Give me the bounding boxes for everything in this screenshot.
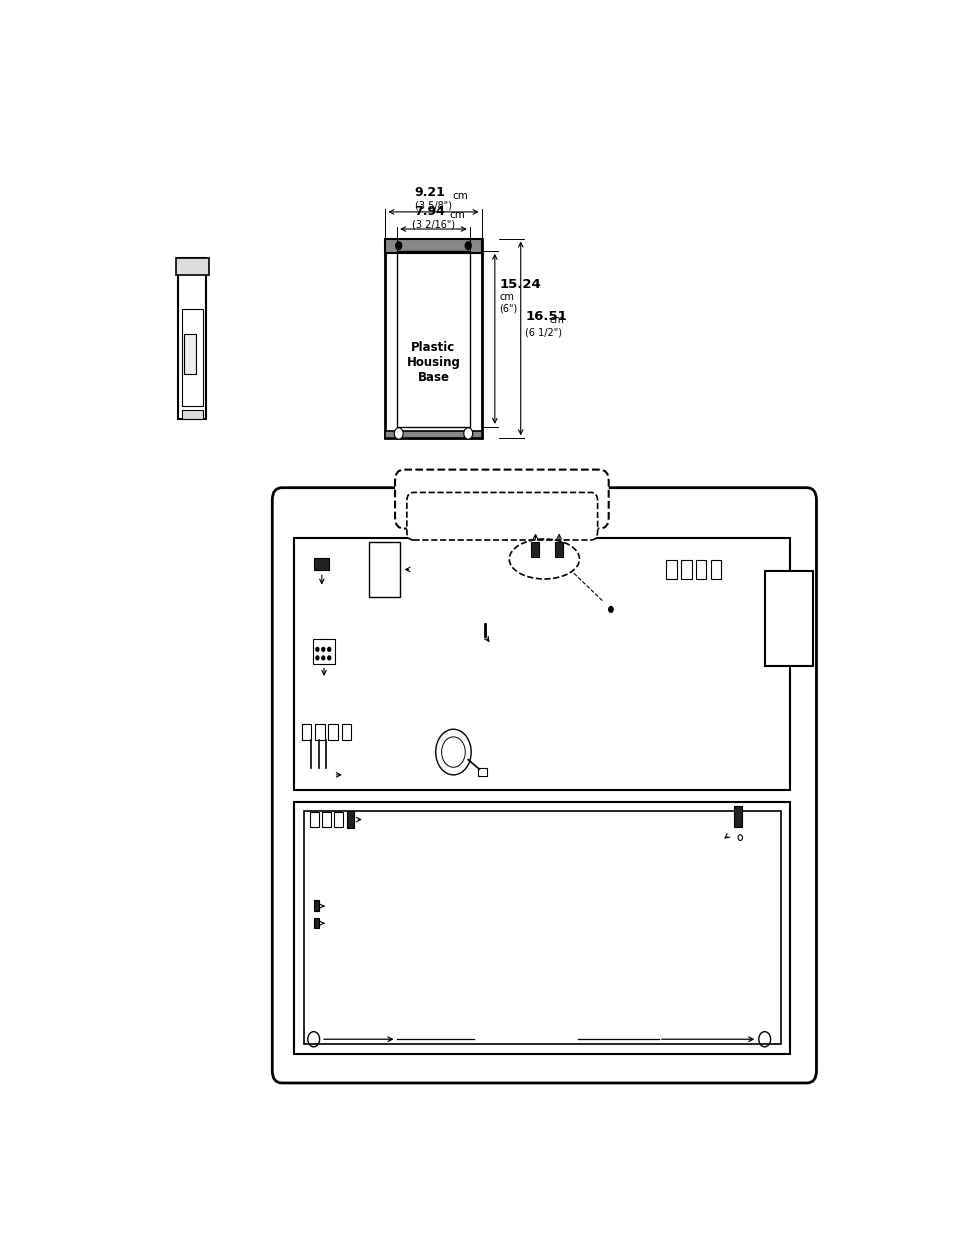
Bar bbox=[477, 768, 486, 776]
Bar bbox=[328, 725, 337, 740]
Bar bbox=[764, 572, 812, 667]
Text: 7.94: 7.94 bbox=[414, 205, 445, 217]
Bar bbox=[341, 725, 351, 740]
FancyBboxPatch shape bbox=[406, 493, 597, 540]
Text: cm: cm bbox=[452, 190, 467, 200]
Bar bbox=[321, 811, 331, 827]
Text: Plastic
Housing
Base: Plastic Housing Base bbox=[406, 341, 460, 384]
Bar bbox=[396, 251, 469, 427]
Circle shape bbox=[394, 427, 403, 440]
Text: cm: cm bbox=[449, 210, 465, 220]
Circle shape bbox=[328, 647, 331, 651]
Bar bbox=[385, 238, 481, 438]
Circle shape bbox=[315, 647, 318, 651]
Text: (3 2/16"): (3 2/16") bbox=[412, 219, 455, 228]
Text: (6"): (6") bbox=[498, 304, 517, 314]
Bar bbox=[334, 811, 342, 827]
Bar bbox=[665, 559, 676, 579]
Circle shape bbox=[395, 242, 401, 249]
Bar bbox=[182, 410, 203, 419]
Bar bbox=[554, 542, 562, 557]
Bar bbox=[385, 238, 481, 253]
Bar bbox=[178, 258, 206, 419]
Circle shape bbox=[463, 427, 472, 440]
Text: cm: cm bbox=[549, 315, 564, 325]
Text: (6 1/2"): (6 1/2") bbox=[524, 329, 561, 338]
Circle shape bbox=[315, 656, 318, 659]
Bar bbox=[183, 333, 196, 374]
Bar bbox=[734, 806, 741, 827]
Circle shape bbox=[465, 242, 471, 249]
Bar bbox=[369, 542, 399, 597]
Bar bbox=[531, 542, 538, 557]
Bar bbox=[294, 802, 789, 1053]
Bar bbox=[304, 811, 781, 1044]
Bar bbox=[696, 559, 705, 579]
Bar bbox=[680, 559, 691, 579]
Bar bbox=[301, 725, 311, 740]
Bar bbox=[314, 725, 324, 740]
Bar bbox=[182, 309, 203, 406]
Bar bbox=[710, 559, 720, 579]
FancyBboxPatch shape bbox=[395, 469, 608, 529]
FancyBboxPatch shape bbox=[272, 488, 816, 1083]
Text: 15.24: 15.24 bbox=[498, 278, 540, 290]
Bar bbox=[176, 258, 209, 274]
Bar bbox=[314, 918, 318, 927]
Bar bbox=[313, 638, 335, 663]
Circle shape bbox=[608, 606, 613, 613]
Bar bbox=[314, 558, 329, 571]
Text: cm: cm bbox=[498, 291, 514, 303]
Text: (3 5/8"): (3 5/8") bbox=[415, 200, 452, 210]
Bar bbox=[347, 811, 354, 829]
Bar bbox=[294, 538, 789, 790]
Circle shape bbox=[328, 656, 331, 659]
Bar bbox=[385, 431, 481, 438]
Circle shape bbox=[321, 647, 324, 651]
Circle shape bbox=[321, 656, 324, 659]
Bar bbox=[310, 811, 318, 827]
Text: 16.51: 16.51 bbox=[524, 310, 566, 322]
Bar bbox=[314, 900, 318, 911]
Text: 9.21: 9.21 bbox=[414, 185, 445, 199]
